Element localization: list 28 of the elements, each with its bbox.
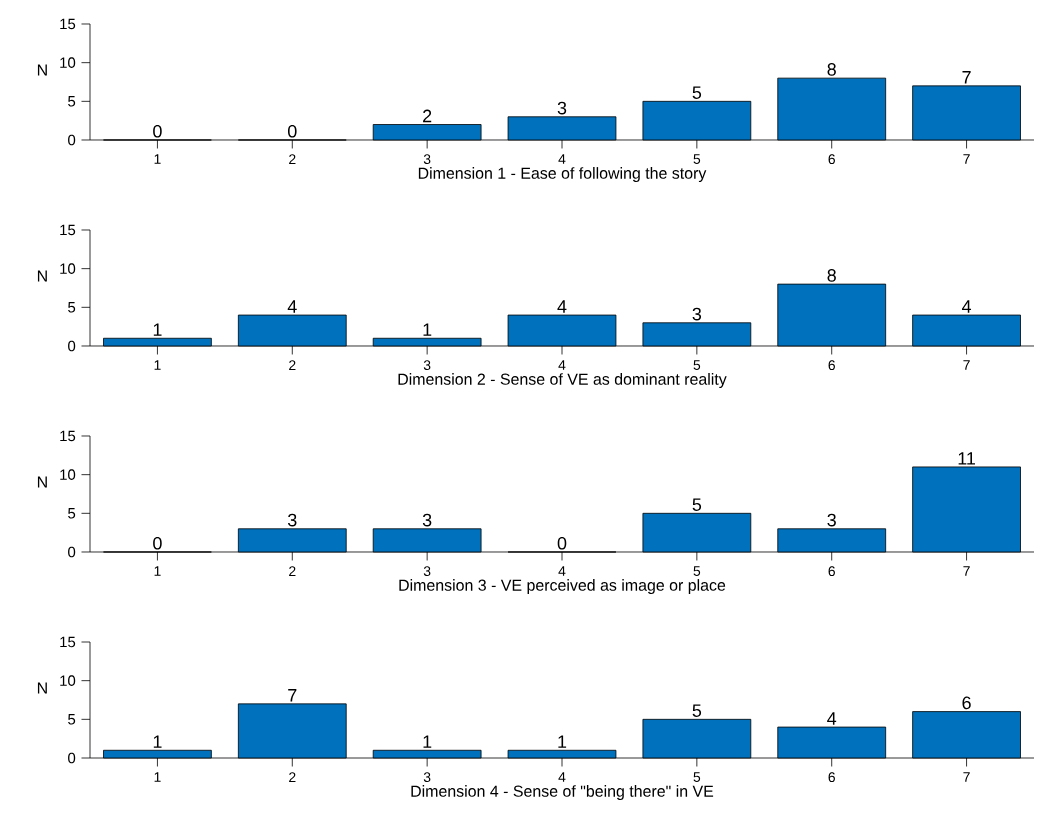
data-label: 5 <box>692 498 702 511</box>
data-label: 8 <box>827 269 836 282</box>
data-label: 7 <box>288 689 297 702</box>
data-label: 1 <box>423 735 432 748</box>
data-label: 8 <box>827 63 836 76</box>
data-label: 0 <box>287 124 297 138</box>
data-label: 1 <box>153 323 162 336</box>
data-label: 0 <box>153 124 162 138</box>
data-label: 4 <box>287 300 297 313</box>
data-label: 1 <box>558 735 567 748</box>
data-label: 5 <box>692 704 702 717</box>
data-label: 3 <box>692 307 702 321</box>
data-label: 7 <box>962 71 971 84</box>
data-label: 4 <box>557 300 567 313</box>
data-label: 5 <box>692 86 702 99</box>
data-label: 4 <box>961 300 972 313</box>
data-label: 1 <box>153 735 162 748</box>
data-label: 3 <box>827 513 836 527</box>
data-label: 4 <box>827 712 837 725</box>
data-label: 11 <box>958 452 975 465</box>
data-label: 3 <box>287 513 297 527</box>
data-label: 6 <box>962 696 971 710</box>
data-label: 3 <box>422 513 432 527</box>
data-label: 0 <box>557 536 567 550</box>
data-label: 2 <box>423 109 432 123</box>
data-label: 3 <box>557 101 567 115</box>
data-label: 1 <box>423 323 432 336</box>
data-label: 0 <box>153 536 162 550</box>
